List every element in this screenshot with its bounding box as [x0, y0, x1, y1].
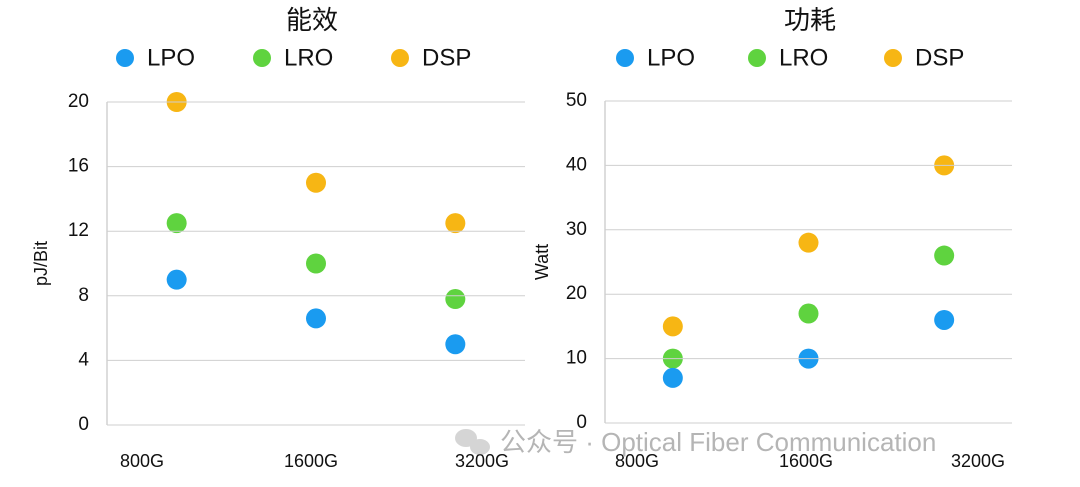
watermark: 公众号 · Optical Fiber Communication	[500, 427, 936, 457]
dot	[798, 303, 819, 324]
x-tick-label: 800G	[615, 451, 659, 471]
legend-marker	[253, 49, 271, 67]
chart-title: 功耗	[784, 5, 836, 35]
legend-marker	[884, 49, 902, 67]
dot	[662, 367, 683, 388]
y-tick-label: 0	[78, 414, 89, 435]
dot	[306, 308, 326, 329]
watermark-icon	[455, 429, 490, 455]
dot	[798, 232, 819, 253]
dot	[934, 309, 955, 330]
y-tick-label: 20	[68, 91, 89, 112]
legend-label: LPO	[647, 44, 695, 71]
y-tick-label: 30	[566, 219, 587, 240]
chart-title: 能效	[286, 5, 338, 35]
dot	[934, 245, 955, 266]
y-tick-label: 0	[576, 412, 587, 433]
legend-marker	[391, 49, 409, 67]
dot	[306, 253, 326, 274]
dot	[445, 213, 466, 234]
legend-label: DSP	[915, 44, 964, 71]
dot	[166, 269, 187, 290]
dot	[166, 213, 187, 234]
y-tick-label: 50	[566, 90, 587, 111]
dot	[662, 316, 683, 337]
x-tick-label: 3200G	[951, 451, 1005, 471]
legend-marker	[616, 49, 634, 67]
legend-label: LRO	[779, 44, 828, 71]
legend-label: LRO	[284, 44, 333, 71]
dot	[306, 172, 326, 193]
x-tick-label: 800G	[120, 451, 164, 471]
legend-marker	[116, 49, 134, 67]
y-tick-label: 4	[78, 349, 89, 370]
x-tick-label: 1600G	[779, 451, 833, 471]
dot	[445, 334, 466, 355]
y-tick-label: 10	[566, 348, 587, 369]
y-tick-label: 16	[68, 156, 89, 177]
x-tick-label: 3200G	[455, 451, 509, 471]
y-tick-label: 20	[566, 283, 587, 304]
legend-marker	[748, 49, 766, 67]
y-tick-label: 40	[566, 154, 587, 175]
legend-label: DSP	[422, 44, 471, 71]
y-tick-label: 12	[68, 220, 89, 241]
y-tick-label: 8	[78, 285, 89, 306]
dot	[445, 289, 466, 310]
legend-label: LPO	[147, 44, 195, 71]
y-axis-label: pJ/Bit	[31, 241, 51, 286]
y-axis-label: Watt	[532, 244, 552, 280]
x-tick-label: 1600G	[284, 451, 338, 471]
